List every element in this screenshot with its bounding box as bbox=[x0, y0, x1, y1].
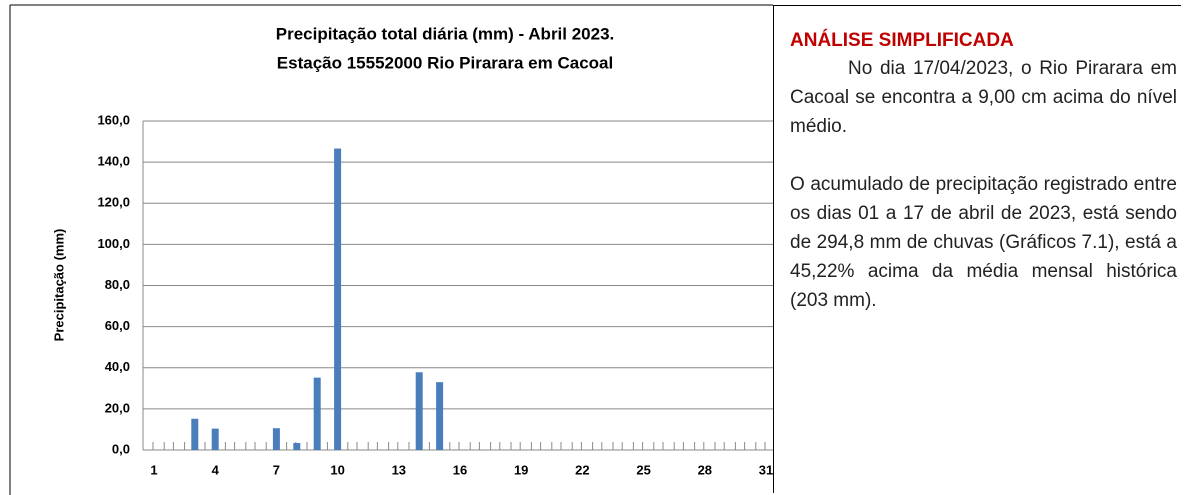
x-tick-label: 19 bbox=[514, 462, 528, 477]
y-tick-label: 20,0 bbox=[105, 400, 130, 415]
x-tick-label: 16 bbox=[453, 462, 467, 477]
y-tick-label: 120,0 bbox=[97, 195, 130, 210]
chart-title: Precipitação total diária (mm) - Abril 2… bbox=[276, 24, 615, 43]
y-axis-label: Precipitação (mm) bbox=[51, 229, 66, 342]
y-tick-label: 40,0 bbox=[105, 359, 130, 374]
bar bbox=[436, 382, 444, 450]
y-tick-label: 0,0 bbox=[112, 441, 130, 456]
box-title: ANÁLISE SIMPLIFICADA bbox=[790, 30, 1014, 51]
x-tick-label: 13 bbox=[392, 462, 406, 477]
paragraph: No dia 17/04/2023, o Rio Pirarara em Cac… bbox=[790, 58, 1177, 137]
y-tick-label: 140,0 bbox=[97, 154, 130, 169]
x-tick-label: 25 bbox=[636, 462, 650, 477]
bar bbox=[272, 428, 280, 450]
x-tick-label: 7 bbox=[273, 462, 280, 477]
x-tick-label: 10 bbox=[330, 462, 344, 477]
y-tick-label: 100,0 bbox=[97, 236, 130, 251]
x-tick-label: 28 bbox=[698, 462, 712, 477]
bar bbox=[334, 148, 342, 450]
x-tick-label: 31 bbox=[759, 462, 773, 477]
bar bbox=[415, 372, 423, 450]
y-tick-label: 80,0 bbox=[105, 277, 130, 292]
bar bbox=[293, 443, 301, 450]
text-box: ANÁLISE SIMPLIFICADA No dia 17/04/2023, … bbox=[773, 5, 1181, 493]
chart-title: Estação 15552000 Rio Pirarara em Cacoal bbox=[277, 53, 613, 72]
bar bbox=[313, 377, 321, 450]
x-tick-label: 1 bbox=[150, 462, 157, 477]
bar bbox=[191, 418, 199, 450]
x-tick-label: 22 bbox=[575, 462, 589, 477]
x-tick-label: 4 bbox=[212, 462, 220, 477]
y-tick-label: 60,0 bbox=[105, 318, 130, 333]
bar bbox=[211, 428, 219, 450]
y-tick-label: 160,0 bbox=[97, 112, 130, 127]
paragraph: O acumulado de precipitação registrado e… bbox=[790, 174, 1177, 311]
